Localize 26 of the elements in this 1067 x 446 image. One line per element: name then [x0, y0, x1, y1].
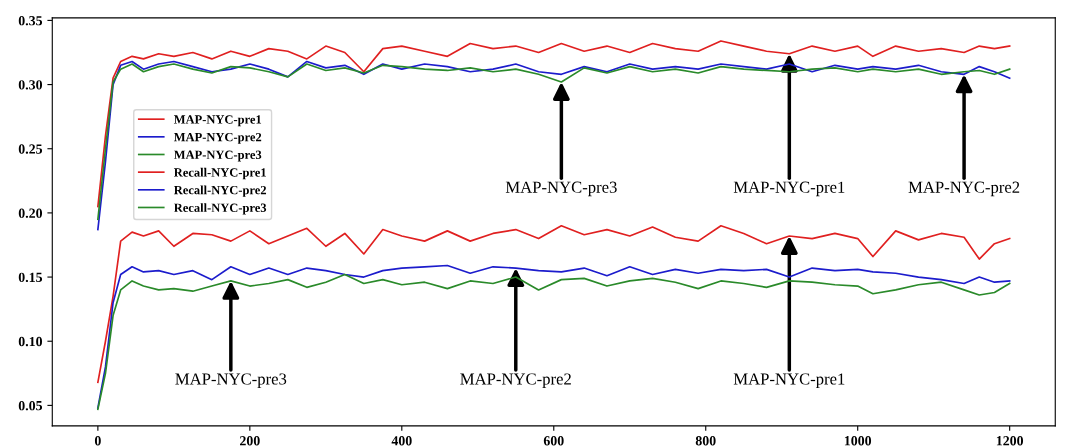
y-tick-label: 0.15: [18, 272, 43, 283]
x-tick-label: 600: [543, 436, 564, 446]
annotation: MAP-NYC-pre2: [908, 181, 1020, 197]
y-tick-label: 0.30: [18, 80, 43, 90]
legend-label: MAP-NYC-pre1: [173, 115, 262, 127]
x-tick-label: 400: [391, 436, 412, 446]
legend-label: Recall-NYC-pre2: [173, 185, 267, 197]
y-tick-label: 0.20: [18, 208, 43, 218]
annotation: MAP-NYC-pre1: [733, 181, 845, 197]
annotation: MAP-NYC-pre3: [505, 181, 617, 197]
x-tick-label: 800: [695, 436, 716, 446]
y-tick-label: 0.10: [18, 336, 43, 347]
y-tick-label: 0.05: [18, 400, 43, 411]
x-tick-label: 0: [94, 436, 101, 446]
legend-label: Recall-NYC-pre1: [173, 167, 266, 180]
y-tick-label: 0.25: [18, 144, 43, 154]
legend-label: MAP-NYC-pre3: [173, 150, 262, 162]
y-tick-label: 0.35: [18, 15, 43, 26]
x-tick-label: 200: [240, 436, 260, 446]
x-tick-label: 1200: [996, 436, 1024, 446]
annotation: MAP-NYC-pre1: [733, 373, 845, 388]
x-tick-label: 1000: [844, 436, 872, 446]
legend-label: Recall-NYC-pre3: [173, 203, 267, 215]
annotation: MAP-NYC-pre2: [460, 373, 571, 388]
legend-label: MAP-NYC-pre2: [173, 132, 262, 144]
annotation: MAP-NYC-pre3: [175, 373, 287, 388]
